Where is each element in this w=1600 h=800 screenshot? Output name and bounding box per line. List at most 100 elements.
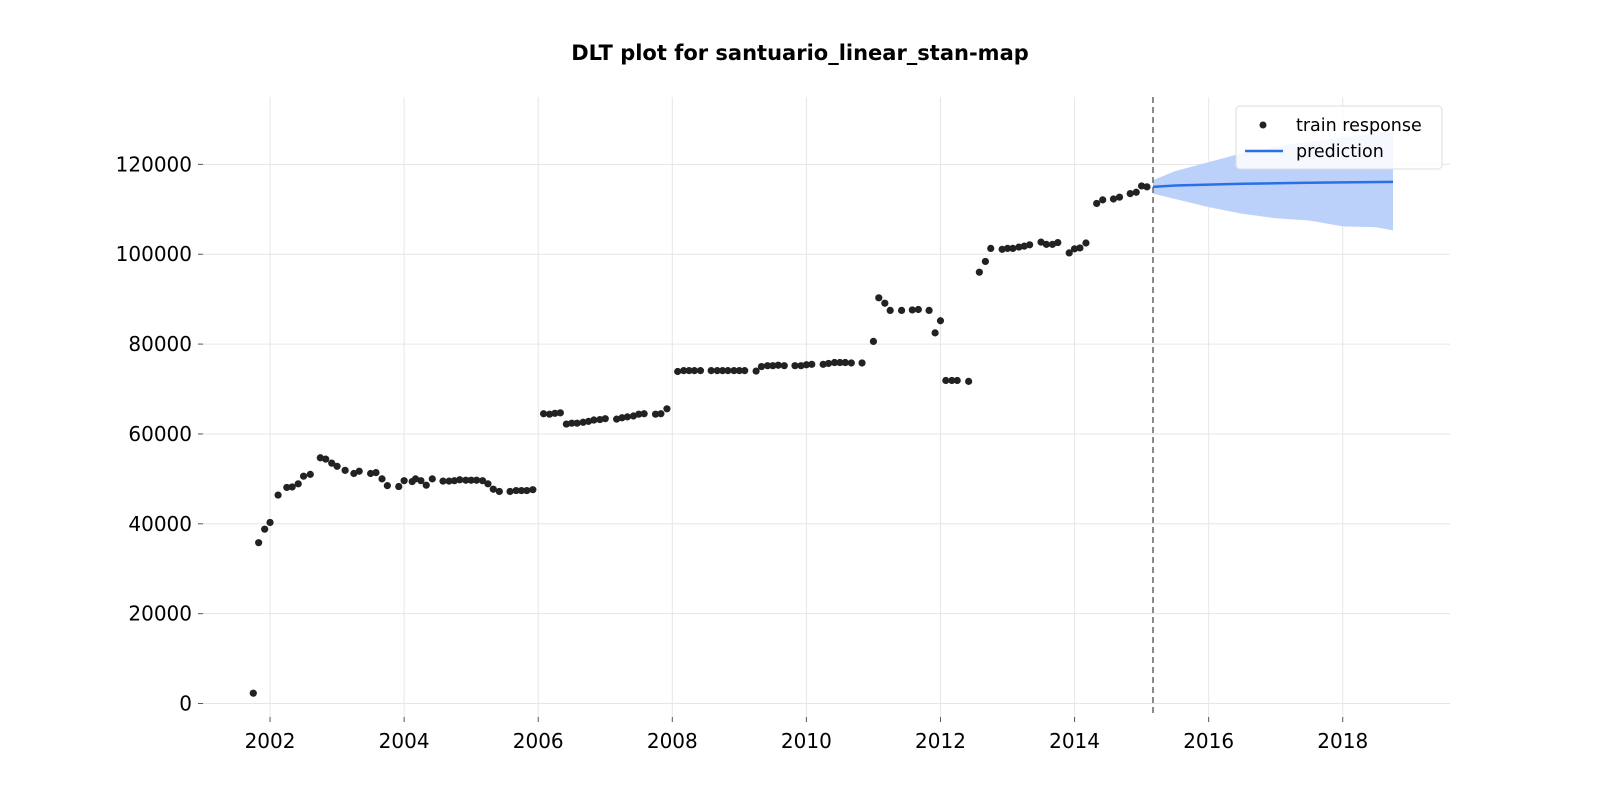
train-response-point — [680, 367, 688, 375]
train-response-point — [651, 410, 660, 418]
train-response-point — [713, 367, 721, 375]
train-response-point — [467, 476, 475, 484]
train-response-point — [596, 415, 604, 424]
legend-prediction-label: prediction — [1296, 142, 1384, 162]
train-response-point — [274, 491, 282, 499]
train-response-point — [322, 455, 330, 463]
train-response-point — [1070, 245, 1079, 253]
train-response-point — [1026, 241, 1034, 249]
train-response-point — [858, 359, 866, 367]
train-response-point — [663, 405, 671, 413]
train-response-point — [341, 466, 349, 474]
train-response-point — [506, 487, 514, 496]
train-response-point — [635, 410, 643, 418]
train-response-point — [355, 467, 363, 475]
train-response-point — [1054, 238, 1062, 247]
train-response-point — [1003, 244, 1012, 253]
x-tick-label: 2008 — [647, 729, 698, 753]
train-response-point — [953, 376, 961, 385]
train-response-point — [1109, 195, 1118, 203]
train-response-point — [881, 299, 889, 307]
train-response-point — [847, 359, 855, 367]
train-response-point — [797, 362, 805, 370]
train-response-point — [266, 518, 274, 527]
train-response-point — [306, 470, 314, 478]
train-response-point — [539, 410, 548, 418]
prediction-line — [1152, 180, 1394, 189]
train-response-point — [283, 483, 291, 492]
train-response-point — [657, 410, 665, 418]
train-response-point — [568, 419, 576, 427]
train-response-point — [1126, 189, 1134, 198]
train-response-point — [478, 477, 487, 485]
x-tick-label: 2010 — [781, 729, 832, 753]
train-response-point — [1093, 199, 1101, 208]
train-response-point — [462, 476, 470, 484]
train-response-point — [830, 358, 839, 367]
train-response-point — [1143, 183, 1151, 191]
train-response-point — [579, 418, 587, 426]
y-tick-label: 20000 — [128, 602, 192, 626]
train-response-point — [780, 362, 788, 370]
train-response-point — [1076, 244, 1084, 252]
train-response-point — [685, 367, 693, 375]
train-response-point — [472, 476, 481, 484]
train-response-point — [998, 245, 1006, 253]
train-response-point — [948, 376, 956, 385]
train-response-point — [987, 244, 995, 253]
x-tick-label: 2018 — [1317, 729, 1368, 753]
train-response-point — [573, 419, 581, 427]
x-axis: 2002 2004 2006 2008 2010 2012 2014 2016 2018 — [245, 717, 1368, 753]
train-response-point — [908, 306, 916, 314]
train-response-point — [808, 360, 816, 368]
y-tick-label: 40000 — [128, 512, 192, 536]
train-response-point — [886, 306, 894, 315]
train-response-point — [931, 329, 939, 337]
train-response-point — [774, 361, 782, 369]
legend: train response prediction — [1235, 105, 1443, 170]
train-response-point — [400, 477, 408, 485]
train-response-point — [1138, 182, 1146, 190]
train-response-point — [836, 358, 844, 367]
train-response-point — [439, 477, 447, 485]
train-response-point — [450, 477, 459, 485]
train-response-point — [724, 367, 732, 375]
train-response-point — [288, 483, 296, 491]
train-response-point — [562, 420, 570, 428]
train-response-point — [674, 367, 682, 376]
train-response-point — [897, 306, 906, 315]
train-response-point — [601, 415, 609, 423]
train-response-point — [741, 367, 749, 375]
train-response-point — [1042, 240, 1051, 248]
y-tick-label: 60000 — [128, 422, 192, 446]
train-response-point — [618, 414, 626, 422]
x-tick-label: 2014 — [1049, 729, 1100, 753]
train-response-point — [763, 362, 772, 370]
train-response-point — [1132, 188, 1140, 196]
train-response-point — [869, 337, 878, 346]
y-tick-label: 0 — [179, 692, 192, 716]
prediction-line-path — [1152, 180, 1394, 189]
train-response-point — [395, 482, 403, 491]
train-response-point — [523, 486, 531, 495]
x-tick-label: 2002 — [245, 729, 296, 753]
x-tick-label: 2012 — [915, 729, 966, 753]
train-response-point — [730, 367, 738, 375]
train-response-point — [623, 413, 631, 421]
chart-title: DLT plot for santuario_linear_stan-map — [571, 41, 1029, 65]
train-response-point — [1015, 243, 1023, 251]
train-response-point — [367, 469, 375, 478]
train-response-point — [383, 482, 391, 490]
train-response-point — [769, 362, 777, 370]
train-response-point — [981, 257, 989, 266]
train-response-point — [495, 487, 503, 496]
train-response-point — [255, 539, 263, 547]
x-tick-label: 2004 — [379, 729, 430, 753]
train-response-point — [590, 416, 598, 424]
train-response-point — [294, 480, 302, 488]
x-tick-label: 2016 — [1183, 729, 1234, 753]
train-response-point — [484, 480, 492, 488]
train-response-point — [546, 410, 554, 418]
train-response-point — [640, 410, 648, 418]
